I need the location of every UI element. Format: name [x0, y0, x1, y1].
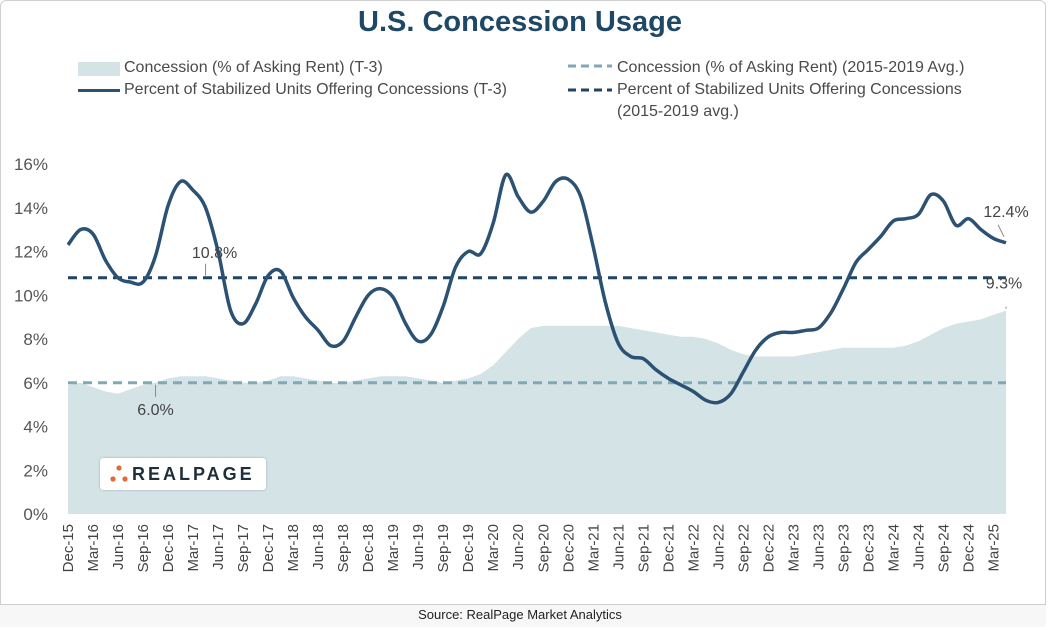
x-tick-label: Mar-19 [385, 524, 402, 572]
x-tick-label: Dec-20 [560, 524, 577, 572]
annotation-10-8: 10.8% [192, 245, 237, 262]
y-tick-label: 6% [23, 374, 48, 393]
x-tick-label: Dec-16 [160, 524, 177, 572]
concession-area [68, 310, 1006, 514]
x-tick-label: Sep-24 [936, 524, 953, 572]
x-tick-label: Sep-16 [135, 524, 152, 572]
x-tick-label: Jun-21 [610, 524, 627, 570]
y-tick-label: 2% [23, 461, 48, 480]
x-tick-label: Mar-22 [685, 524, 702, 572]
x-tick-label: Sep-17 [235, 524, 252, 572]
chart-plot: 0% 2% 4% 6% 8% 10% 12% 14% 16% Dec-15 Mar-16 Jun-16… [14, 155, 1029, 572]
y-tick-label: 0% [23, 505, 48, 524]
legend-line-avg-label-2: (2015-2019 avg.) [617, 103, 739, 120]
x-tick-label: Jun-18 [310, 524, 327, 570]
realpage-dots-icon [110, 465, 128, 482]
legend-area-avg-swatch [568, 64, 612, 68]
x-tick-label: Mar-20 [485, 524, 502, 572]
legend-line-avg-swatch [568, 88, 612, 92]
x-tick-label: Dec-24 [961, 524, 978, 572]
y-tick-label: 4% [23, 418, 48, 437]
y-tick-label: 10% [14, 286, 48, 305]
x-tick-label: Mar-17 [185, 524, 202, 572]
x-tick-label: Dec-21 [660, 524, 677, 572]
y-tick-label: 14% [14, 199, 48, 218]
legend-line-avg-label-1: Percent of Stabilized Units Offering Con… [617, 81, 962, 98]
realpage-logo-text: REALPAGE [132, 464, 255, 484]
y-tick-label: 8% [23, 330, 48, 349]
x-tick-label: Jun-17 [210, 524, 227, 570]
footer-bar [0, 604, 1046, 627]
x-tick-label: Mar-23 [785, 524, 802, 572]
x-tick-label: Jun-23 [810, 524, 827, 570]
annotation-9-3: 9.3% [986, 276, 1022, 293]
x-tick-label: Dec-15 [60, 524, 77, 572]
y-tick-label: 12% [14, 243, 48, 262]
x-tick-label: Dec-18 [360, 524, 377, 572]
legend-line-label: Percent of Stabilized Units Offering Con… [124, 81, 507, 98]
annotation-12-4: 12.4% [983, 204, 1028, 221]
x-tick-label: Dec-23 [860, 524, 877, 572]
x-tick-label: Sep-23 [835, 524, 852, 572]
x-tick-label: Jun-20 [510, 524, 527, 570]
legend-area-avg-label: Concession (% of Asking Rent) (2015-2019… [617, 59, 965, 76]
x-tick-label: Jun-24 [911, 524, 928, 570]
x-tick-label: Jun-22 [710, 524, 727, 570]
x-tick-label: Sep-22 [735, 524, 752, 572]
legend-line-swatch [78, 89, 120, 92]
x-tick-label: Jun-16 [110, 524, 127, 570]
x-tick-label: Mar-18 [285, 524, 302, 572]
chart-title: U.S. Concession Usage [358, 6, 682, 38]
x-tick-label: Dec-22 [760, 524, 777, 572]
x-tick-label: Mar-24 [885, 524, 902, 572]
annotation-12-4-leader [997, 224, 1005, 237]
x-tick-label: Sep-21 [635, 524, 652, 572]
stabilized-units-line [66, 172, 1007, 405]
legend-area-swatch [78, 62, 120, 76]
y-tick-label: 16% [14, 155, 48, 174]
x-tick-label: Sep-18 [335, 524, 352, 572]
source-note: Source: RealPage Market Analytics [418, 607, 622, 622]
annotation-6-0: 6.0% [137, 402, 173, 419]
x-tick-label: Mar-16 [85, 524, 102, 572]
realpage-logo: REALPAGE [100, 458, 266, 490]
x-tick-label: Jun-19 [410, 524, 427, 570]
legend-area-label: Concession (% of Asking Rent) (T-3) [124, 59, 383, 76]
x-tick-label: Mar-21 [585, 524, 602, 572]
x-tick-label: Sep-20 [535, 524, 552, 572]
x-tick-label: Dec-17 [260, 524, 277, 572]
x-tick-label: Dec-19 [460, 524, 477, 572]
x-tick-label: Mar-25 [986, 524, 1003, 572]
x-tick-label: Sep-19 [435, 524, 452, 572]
